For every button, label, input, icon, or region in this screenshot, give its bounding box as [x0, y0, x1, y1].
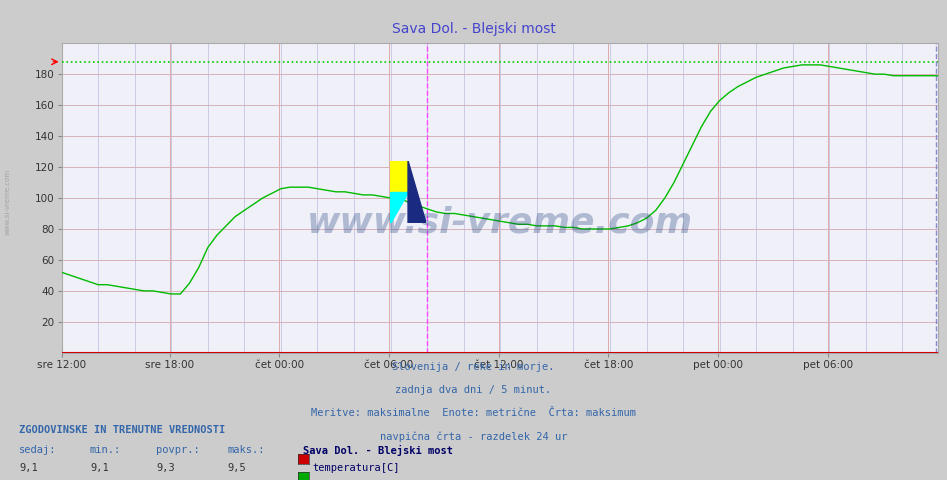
Text: www.si-vreme.com: www.si-vreme.com — [5, 168, 10, 235]
Text: 9,1: 9,1 — [90, 463, 109, 473]
Text: povpr.:: povpr.: — [156, 445, 200, 455]
Text: maks.:: maks.: — [227, 445, 265, 455]
Text: 9,1: 9,1 — [19, 463, 38, 473]
Polygon shape — [408, 161, 426, 223]
Text: www.si-vreme.com: www.si-vreme.com — [307, 206, 692, 240]
Text: Sava Dol. - Blejski most: Sava Dol. - Blejski most — [391, 22, 556, 36]
Text: navpična črta - razdelek 24 ur: navpična črta - razdelek 24 ur — [380, 432, 567, 442]
Text: zadnja dva dni / 5 minut.: zadnja dva dni / 5 minut. — [396, 385, 551, 396]
Text: sedaj:: sedaj: — [19, 445, 57, 455]
Text: 9,3: 9,3 — [156, 463, 175, 473]
Bar — [390, 161, 408, 192]
Text: Slovenija / reke in morje.: Slovenija / reke in morje. — [392, 362, 555, 372]
Text: Sava Dol. - Blejski most: Sava Dol. - Blejski most — [303, 445, 453, 456]
Text: ZGODOVINSKE IN TRENUTNE VREDNOSTI: ZGODOVINSKE IN TRENUTNE VREDNOSTI — [19, 425, 225, 435]
Polygon shape — [390, 192, 408, 223]
Text: 9,5: 9,5 — [227, 463, 246, 473]
Text: temperatura[C]: temperatura[C] — [313, 463, 400, 473]
Text: min.:: min.: — [90, 445, 121, 455]
Text: Meritve: maksimalne  Enote: metrične  Črta: maksimum: Meritve: maksimalne Enote: metrične Črta… — [311, 408, 636, 419]
